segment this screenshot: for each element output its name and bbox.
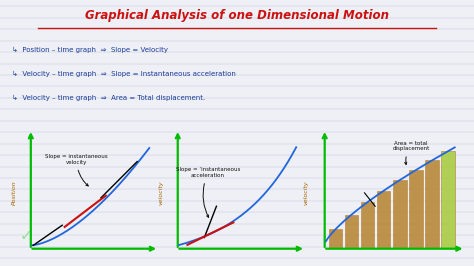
Text: ↳  Velocity – time graph  ⇒  Area = Total displacement.: ↳ Velocity – time graph ⇒ Area = Total d… [12,94,205,101]
Bar [441,151,455,249]
Text: Slope = instantaneous
velocity: Slope = instantaneous velocity [46,154,108,186]
Bar [425,160,439,249]
Bar [393,180,407,249]
Bar [409,170,423,249]
Text: ↳  Position – time graph  ⇒  Slope = Velocity: ↳ Position – time graph ⇒ Slope = Veloci… [12,47,168,53]
Text: Slope = ‘instantaneous
acceleration: Slope = ‘instantaneous acceleration [176,167,240,217]
Text: ✓: ✓ [20,228,32,243]
Text: ↳  Velocity – time graph  ⇒  Slope = Instantaneous acceleration: ↳ Velocity – time graph ⇒ Slope = Instan… [12,70,236,77]
Bar [328,229,342,249]
Bar [377,191,391,249]
Text: Graphical Analysis of one Dimensional Motion: Graphical Analysis of one Dimensional Mo… [85,9,389,22]
Text: velocity: velocity [304,181,309,205]
Text: velocity: velocity [158,181,164,205]
Bar [345,215,358,249]
Text: Area = total
displacement: Area = total displacement [392,140,429,164]
Bar [361,202,374,249]
Text: Position: Position [11,180,17,205]
